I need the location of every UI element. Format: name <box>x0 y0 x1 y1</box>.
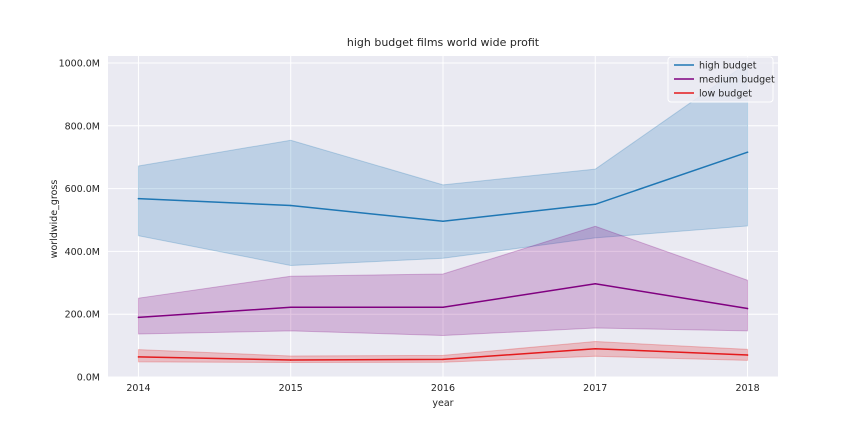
x-tick-label: 2015 <box>279 383 303 394</box>
x-tick-label: 2017 <box>583 383 607 394</box>
y-tick-label: 0.0M <box>77 373 100 384</box>
legend-label: medium budget <box>699 75 775 86</box>
confidence-bands <box>137 62 749 364</box>
data-point <box>594 203 597 206</box>
data-point <box>746 151 749 153</box>
data-point <box>289 359 292 361</box>
confidence-band <box>137 225 749 337</box>
chart-title: high budget films world wide profit <box>347 36 540 49</box>
x-tick-label: 2014 <box>126 383 150 394</box>
legend: high budget medium budget low budget <box>667 56 775 103</box>
x-tick-labels: 2014 2015 2016 2017 2018 <box>126 383 759 394</box>
data-point <box>442 220 444 223</box>
x-tick-label: 2016 <box>431 383 455 394</box>
y-tick-label: 400.0M <box>65 247 100 258</box>
data-point <box>442 306 444 309</box>
data-point <box>137 316 140 319</box>
data-point <box>137 356 140 358</box>
data-point <box>442 358 444 361</box>
legend-label: low budget <box>699 89 752 100</box>
grid <box>108 56 778 378</box>
y-tick-label: 1000.0M <box>59 59 100 70</box>
data-point <box>746 307 749 310</box>
data-point <box>594 282 597 285</box>
data-point <box>289 204 292 207</box>
confidence-band <box>137 341 749 364</box>
x-axis-label: year <box>432 398 453 409</box>
y-tick-label: 800.0M <box>65 121 100 132</box>
y-tick-labels: 0.0M 200.0M 400.0M 600.0M 800.0M 1000.0M <box>59 59 100 384</box>
data-point <box>746 354 749 356</box>
y-tick-label: 200.0M <box>65 310 100 321</box>
data-point <box>289 306 292 309</box>
data-point <box>594 347 597 350</box>
series-lines <box>137 151 749 361</box>
data-point <box>137 197 140 200</box>
legend-box <box>667 56 774 103</box>
y-axis-label: worldwide_gross <box>49 180 60 259</box>
legend-label: high budget <box>699 61 757 72</box>
confidence-band <box>137 62 749 267</box>
y-tick-label: 600.0M <box>65 184 100 195</box>
x-tick-label: 2018 <box>735 383 759 394</box>
